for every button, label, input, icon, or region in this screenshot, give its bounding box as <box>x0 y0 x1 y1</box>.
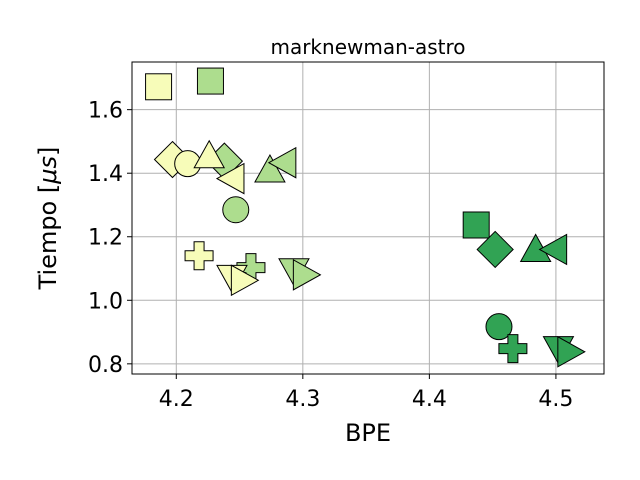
y-tick-label: 1.4 <box>88 162 123 187</box>
scatter-point-triangle-right <box>230 264 260 297</box>
scatter-point-circle <box>485 313 513 341</box>
scatter-point-square <box>462 211 490 239</box>
y-axis-label: Tiempo [μs] <box>34 147 62 291</box>
y-tick-label: 0.8 <box>88 353 123 378</box>
y-axis-label-suffix: ] <box>34 147 62 156</box>
scatter-point-triangle-up <box>193 139 226 169</box>
scatter-point-square <box>196 67 224 95</box>
scatter-point-triangle-left <box>215 162 245 195</box>
scatter-point-square <box>145 73 173 101</box>
scatter-point-triangle-right <box>557 335 586 368</box>
y-axis-label-prefix: Tiempo [ <box>34 184 62 291</box>
x-tick-label: 4.2 <box>159 387 194 412</box>
x-tick-label: 4.4 <box>412 387 447 412</box>
scatter-point-circle <box>222 196 250 224</box>
scatter-point-triangle-left <box>267 146 297 179</box>
plot-frame <box>131 61 605 375</box>
x-axis-label: BPE <box>345 419 391 447</box>
scatter-point-triangle-up <box>254 153 286 183</box>
scatter-point-plus <box>498 334 528 364</box>
y-tick-label: 1.0 <box>88 289 123 314</box>
scatter-point-plus <box>184 241 214 271</box>
y-tick-label: 1.2 <box>88 226 123 251</box>
scatter-point-diamond <box>476 230 514 269</box>
x-tick-label: 4.3 <box>285 387 320 412</box>
y-axis-label-math: μs <box>34 156 62 185</box>
scatter-point-triangle-right <box>292 259 322 291</box>
data-points <box>145 67 586 368</box>
chart-title: marknewman-astro <box>270 35 465 59</box>
x-tick-label: 4.5 <box>538 387 573 412</box>
grid <box>132 62 604 374</box>
scatter-point-triangle-left <box>538 233 568 266</box>
axis-ticks: 4.2 4.3 4.4 4.5 0.8 1.0 1.2 1.4 1.6 <box>88 99 573 412</box>
y-tick-label: 1.6 <box>88 99 123 124</box>
